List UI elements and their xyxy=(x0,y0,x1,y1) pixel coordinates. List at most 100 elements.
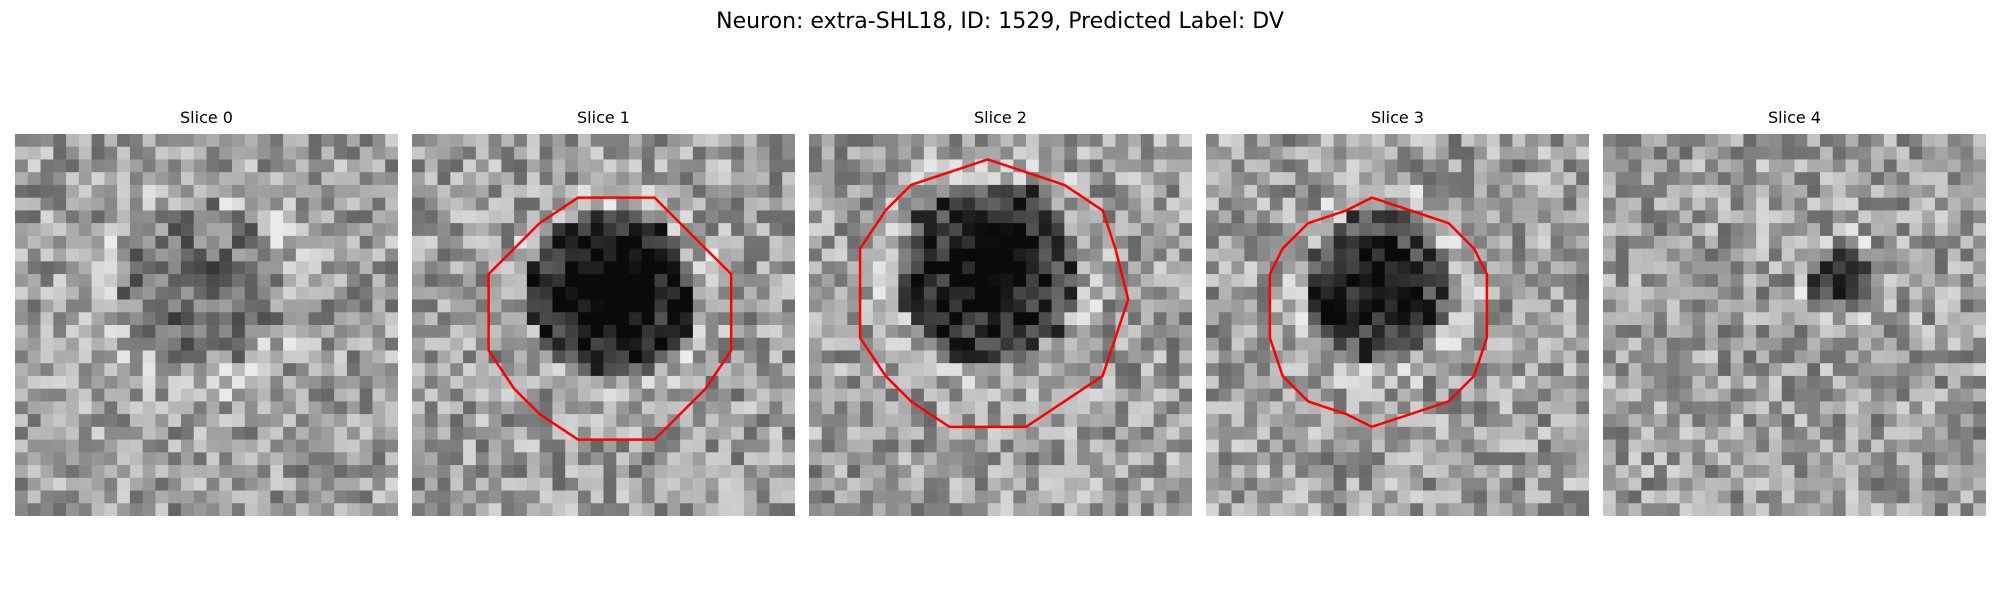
image-pixel xyxy=(321,274,335,288)
image-pixel xyxy=(1166,375,1180,390)
image-pixel xyxy=(1692,503,1706,516)
image-pixel xyxy=(1845,503,1859,516)
image-pixel xyxy=(372,159,386,173)
image-pixel xyxy=(359,146,374,161)
image-pixel xyxy=(809,248,823,262)
image-pixel xyxy=(1563,159,1577,173)
image-pixel xyxy=(577,388,592,402)
image-pixel xyxy=(1692,235,1706,250)
image-pixel xyxy=(1461,248,1475,262)
image-pixel xyxy=(756,261,771,275)
slice-panels: Slice 0 Slice 1 Slice 2 Slice 3 Slice 4 xyxy=(15,108,1986,516)
image-pixel xyxy=(385,248,398,262)
image-pixel xyxy=(809,337,823,352)
image-pixel xyxy=(1922,261,1936,275)
image-pixel xyxy=(1730,325,1745,339)
image-pixel xyxy=(53,274,67,288)
image-pixel xyxy=(590,184,605,199)
image-pixel xyxy=(78,146,93,161)
image-pixel xyxy=(1922,146,1936,161)
image-pixel xyxy=(372,350,386,364)
image-pixel xyxy=(1359,248,1373,262)
image-pixel xyxy=(1448,286,1462,301)
image-pixel xyxy=(66,134,80,148)
image-pixel xyxy=(424,146,439,161)
image-pixel xyxy=(1973,337,1986,352)
image-pixel xyxy=(488,452,502,466)
image-pixel xyxy=(1218,210,1233,224)
image-pixel xyxy=(53,210,67,224)
image-pixel xyxy=(539,223,554,237)
image-pixel xyxy=(1628,248,1642,262)
image-pixel xyxy=(1486,261,1501,275)
image-pixel xyxy=(872,184,887,199)
image-pixel xyxy=(1166,363,1180,377)
image-pixel xyxy=(385,490,398,504)
image-pixel xyxy=(809,197,823,211)
image-pixel xyxy=(1807,134,1821,148)
image-pixel xyxy=(680,299,694,313)
image-pixel xyxy=(1371,223,1386,237)
image-pixel xyxy=(769,134,783,148)
image-pixel xyxy=(1423,490,1437,504)
image-pixel xyxy=(834,401,848,415)
image-pixel xyxy=(1038,325,1053,339)
image-pixel xyxy=(78,261,93,275)
image-pixel xyxy=(1576,439,1589,453)
image-pixel xyxy=(1781,439,1796,453)
image-pixel xyxy=(898,134,912,148)
image-pixel xyxy=(1705,274,1719,288)
image-pixel xyxy=(1115,503,1129,516)
image-pixel xyxy=(1603,477,1617,492)
image-pixel xyxy=(1410,146,1424,161)
image-pixel xyxy=(1320,312,1335,326)
image-pixel xyxy=(782,172,795,186)
image-pixel xyxy=(1845,223,1859,237)
image-pixel xyxy=(1231,146,1245,161)
image-pixel xyxy=(1858,337,1872,352)
image-pixel xyxy=(412,375,426,390)
image-pixel xyxy=(962,172,976,186)
image-pixel xyxy=(295,134,310,148)
image-pixel xyxy=(1615,465,1630,479)
image-pixel xyxy=(168,248,182,262)
image-pixel xyxy=(450,490,464,504)
image-pixel xyxy=(27,426,42,441)
image-pixel xyxy=(1410,426,1424,441)
image-pixel xyxy=(104,159,118,173)
image-pixel xyxy=(1883,490,1898,504)
image-pixel xyxy=(1269,210,1284,224)
image-pixel xyxy=(1115,388,1129,402)
image-pixel xyxy=(539,172,554,186)
image-pixel xyxy=(809,465,823,479)
image-pixel xyxy=(1883,439,1898,453)
image-pixel xyxy=(1051,261,1065,275)
image-pixel xyxy=(308,159,322,173)
image-pixel xyxy=(346,286,361,301)
image-pixel xyxy=(667,172,681,186)
image-pixel xyxy=(321,490,335,504)
image-pixel xyxy=(346,477,361,492)
image-pixel xyxy=(1013,503,1027,516)
image-pixel xyxy=(936,477,951,492)
image-pixel xyxy=(552,375,566,390)
image-pixel xyxy=(142,439,157,453)
image-pixel xyxy=(1781,312,1796,326)
image-pixel xyxy=(1218,363,1233,377)
image-pixel xyxy=(1960,134,1974,148)
image-pixel xyxy=(1845,172,1859,186)
image-pixel xyxy=(923,452,938,466)
image-pixel xyxy=(1397,159,1411,173)
image-pixel xyxy=(1064,465,1078,479)
image-pixel xyxy=(1140,350,1155,364)
image-pixel xyxy=(860,248,874,262)
image-pixel xyxy=(590,401,605,415)
image-pixel xyxy=(385,146,398,161)
image-pixel xyxy=(1371,286,1386,301)
image-pixel xyxy=(809,159,823,173)
image-pixel xyxy=(552,223,566,237)
image-pixel xyxy=(1474,299,1488,313)
image-pixel xyxy=(1128,274,1142,288)
image-pixel xyxy=(1166,426,1180,441)
image-pixel xyxy=(936,261,951,275)
